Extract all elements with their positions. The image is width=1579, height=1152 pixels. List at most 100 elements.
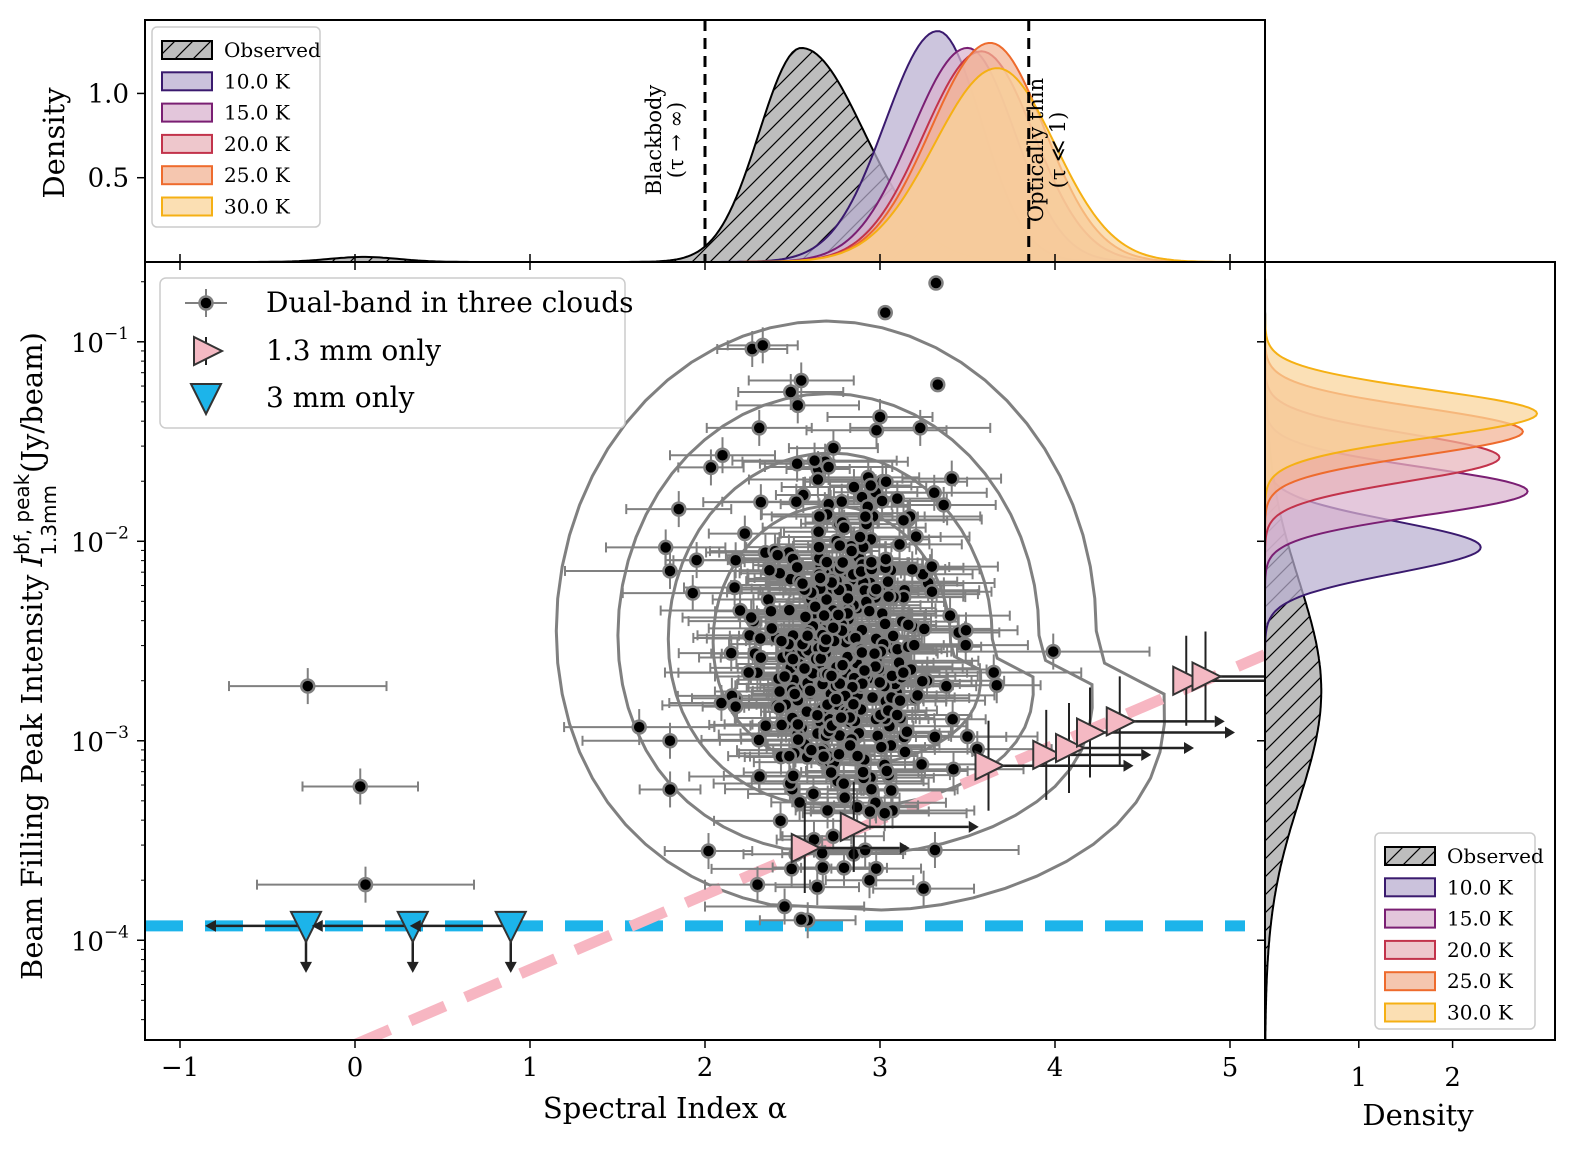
legend-swatch bbox=[1384, 908, 1436, 929]
x-tick-label: 1 bbox=[522, 1053, 539, 1083]
dual-band-point bbox=[811, 508, 828, 525]
dual-band-point bbox=[755, 337, 771, 354]
vline-label-line1: Blackbody bbox=[642, 85, 666, 196]
dual-band-point bbox=[899, 724, 915, 740]
dual-band-point bbox=[834, 657, 851, 673]
dual-band-point bbox=[885, 628, 901, 644]
x-axis-label: Spectral Index α bbox=[543, 1091, 787, 1125]
dual-band-point bbox=[926, 485, 942, 501]
limit-arrowhead bbox=[1123, 759, 1134, 772]
legend-swatch-hatch bbox=[161, 40, 213, 60]
three-mm-only-point bbox=[289, 910, 323, 945]
dual-band-point bbox=[862, 477, 879, 494]
dual-band-point bbox=[866, 645, 883, 662]
legend-label: 1.3 mm only bbox=[266, 334, 441, 367]
dual-band-point bbox=[785, 768, 801, 784]
one-point-three-mm-only-point bbox=[1105, 705, 1137, 738]
dual-band-point bbox=[815, 859, 831, 876]
legend-label: 20.0 K bbox=[224, 132, 291, 156]
dual-band-point bbox=[802, 683, 818, 699]
dual-band-point bbox=[787, 686, 803, 702]
dual-band-point bbox=[764, 620, 780, 637]
one-point-three-mm-only-point bbox=[974, 750, 1006, 782]
legend-label: Dual-band in three clouds bbox=[266, 286, 634, 319]
dual-band-point bbox=[723, 645, 739, 661]
dual-band-point bbox=[671, 501, 687, 517]
dual-band-point bbox=[846, 479, 862, 495]
dual-band-point bbox=[809, 707, 826, 724]
dual-band-point bbox=[913, 756, 930, 773]
y-tick-label: 10−3 bbox=[71, 723, 129, 758]
vline-label-line1: Optically thin bbox=[1024, 78, 1048, 222]
top-marginal-panel: Blackbody(τ → ∞) Optically thin(τ ≪ 1) bbox=[145, 20, 1265, 262]
limit-arrowhead bbox=[1184, 741, 1194, 754]
dual-band-point bbox=[772, 813, 789, 829]
dual-band-point bbox=[776, 668, 793, 685]
top-density-fill bbox=[145, 68, 1265, 262]
top-density-line bbox=[145, 67, 1265, 262]
dual-band-point bbox=[803, 742, 820, 758]
legend-label: 25.0 K bbox=[1447, 969, 1514, 993]
dual-band-point bbox=[662, 563, 678, 579]
limit-arrowhead bbox=[1225, 726, 1235, 739]
dual-band-point bbox=[878, 551, 894, 567]
top-y-tick-label: 1.0 bbox=[88, 79, 129, 109]
dual-band-point bbox=[796, 660, 813, 677]
dual-band-point bbox=[662, 733, 678, 749]
dual-band-point bbox=[828, 691, 844, 707]
main-legend: Dual-band in three clouds 1.3 mm only 3 mm… bbox=[159, 277, 634, 429]
y-tick-exponent: −4 bbox=[104, 922, 129, 942]
right-x-tick-label: 1 bbox=[1351, 1063, 1368, 1093]
dual-band-point bbox=[957, 637, 974, 653]
legend-swatch bbox=[161, 165, 213, 186]
dual-band-point bbox=[783, 861, 800, 877]
dual-band-point bbox=[959, 728, 976, 745]
top-y-tick-label: 0.5 bbox=[88, 164, 129, 194]
dual-band-point bbox=[876, 805, 893, 821]
dual-band-point bbox=[874, 493, 890, 509]
legend-label: 3 mm only bbox=[266, 381, 415, 414]
dual-band-point bbox=[805, 786, 822, 802]
main-scatter-panel bbox=[145, 275, 1265, 1040]
dual-band-point bbox=[799, 627, 816, 644]
legend-swatch-hatch bbox=[1384, 846, 1436, 866]
x-tick-label: −1 bbox=[161, 1053, 199, 1083]
dual-band-point bbox=[930, 376, 946, 393]
legend-marker-circle bbox=[198, 295, 214, 311]
legend-swatch bbox=[161, 71, 213, 92]
legend-swatch bbox=[161, 102, 213, 123]
right-density-legend: Observed 10.0 K 15.0 K 20.0 K 25.0 K 30.0 K bbox=[1374, 832, 1544, 1030]
x-tick-label: 5 bbox=[1222, 1053, 1239, 1083]
dual-band-point bbox=[879, 763, 895, 779]
dual-band-point bbox=[857, 842, 873, 858]
dual-band-point bbox=[790, 716, 806, 733]
dual-band-point bbox=[1045, 643, 1061, 660]
legend-frame bbox=[159, 277, 626, 429]
dual-band-point bbox=[856, 662, 873, 679]
y-tick-base: 10 bbox=[71, 329, 104, 359]
right-density-fill bbox=[1265, 262, 1523, 1040]
dual-band-point bbox=[852, 529, 868, 545]
right-marginal-panel bbox=[1265, 262, 1539, 1040]
dual-band-point bbox=[942, 607, 958, 624]
dual-band-point bbox=[834, 554, 851, 571]
dual-band-point bbox=[300, 678, 316, 694]
dual-band-point bbox=[895, 664, 912, 681]
one-point-three-mm-only-point bbox=[1055, 732, 1087, 764]
legend-label: 30.0 K bbox=[224, 195, 291, 219]
dual-band-point bbox=[864, 689, 881, 706]
x-tick-label: 3 bbox=[872, 1053, 889, 1083]
dual-band-point bbox=[781, 602, 798, 618]
dual-band-point bbox=[825, 828, 841, 844]
dual-band-point bbox=[891, 536, 908, 553]
dual-band-point bbox=[781, 748, 798, 764]
dual-band-point bbox=[868, 581, 884, 597]
dual-band-point bbox=[776, 898, 793, 915]
dual-band-point bbox=[700, 843, 717, 859]
dual-band-point bbox=[857, 508, 874, 525]
right-x-tick-label: 2 bbox=[1444, 1063, 1461, 1093]
dual-band-point bbox=[868, 422, 885, 439]
y-tick-base: 10 bbox=[71, 528, 104, 558]
